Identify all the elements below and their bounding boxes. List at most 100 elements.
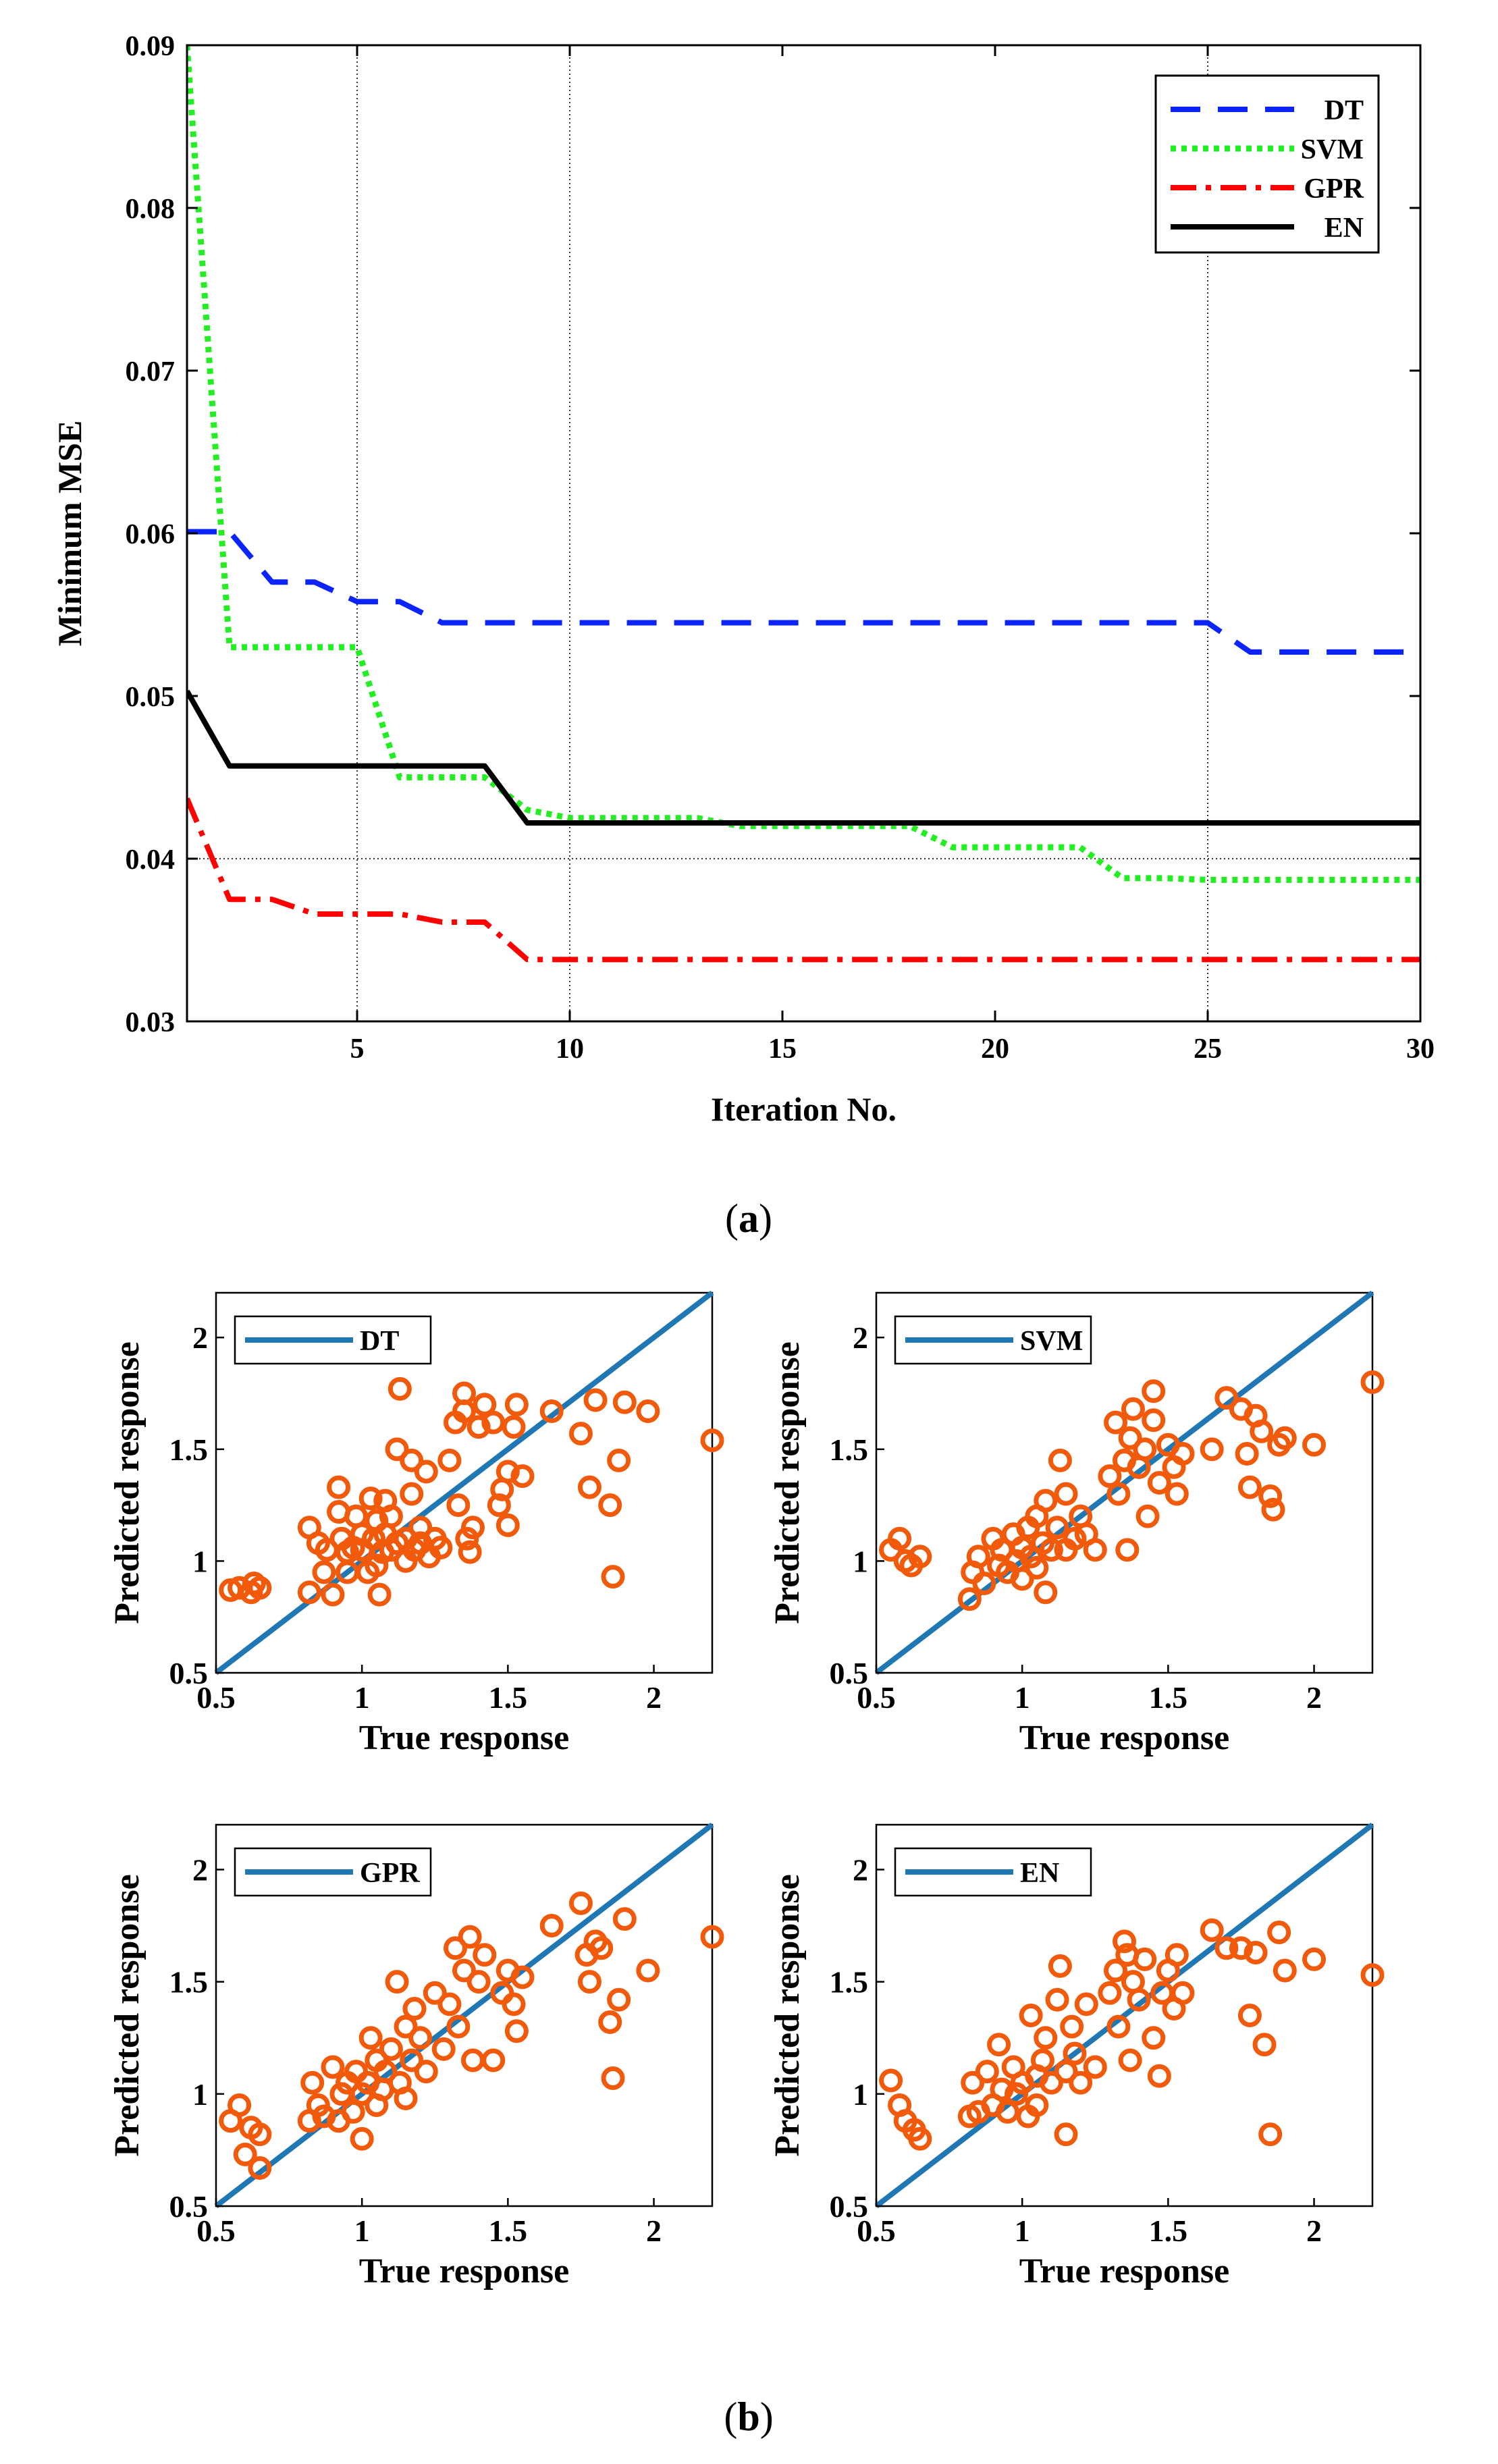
data-point (408, 1516, 433, 1540)
x-tick-label: 1 (1015, 2214, 1030, 2248)
data-point (1010, 1567, 1034, 1591)
y-tick-label: 1.5 (169, 1965, 209, 2000)
data-point (1034, 2026, 1058, 2050)
data-point (1237, 1475, 1262, 1499)
y-tick-label: 0.5 (169, 2189, 209, 2224)
x-tick-label: 2 (1306, 2214, 1322, 2248)
data-point (1069, 2070, 1093, 2095)
sublabel-b: (b) (724, 2394, 773, 2439)
data-point (365, 1553, 389, 1578)
data-point (1104, 1410, 1128, 1435)
data-point (539, 1914, 564, 1938)
x-tick-label: 1 (354, 2214, 370, 2248)
y-tick-label: 1 (853, 2077, 868, 2112)
scatter-panel-en: 0.5 1 1.5 2 0.5 1 1.5 2 True response Predicted r… (768, 1822, 1385, 2291)
data-point (1025, 2093, 1049, 2117)
y-tick-label: 1.5 (830, 1965, 869, 2000)
scatter-panel-dt: 0.5 1 1.5 2 0.5 1 1.5 2 True response Predicted r… (108, 1290, 724, 1757)
data-point (297, 1580, 321, 1605)
data-point (1034, 1580, 1058, 1605)
y-tick-label: 0.5 (169, 1656, 209, 1690)
plot-frame (875, 1823, 1374, 2207)
x-tick-label: 1.5 (1149, 2214, 1188, 2248)
data-point (1133, 1947, 1157, 1971)
sublabel-a: (a) (725, 1196, 772, 1241)
data-point (400, 1482, 424, 1506)
x-tick-label: 1 (354, 1680, 370, 1715)
data-point (1115, 1538, 1140, 1562)
data-point (423, 1981, 447, 2005)
scatter-panel-gpr: 0.5 1 1.5 2 0.5 1 1.5 2 True response Predicted r… (108, 1822, 724, 2291)
data-point (539, 1399, 564, 1424)
data-point (350, 2126, 374, 2151)
x-tick-label: 2 (646, 1680, 662, 1715)
reference-line (874, 1822, 1374, 2209)
data-point (888, 1526, 912, 1551)
data-point (583, 1388, 608, 1412)
data-point (972, 1572, 996, 1596)
data-point (1200, 1918, 1224, 1942)
data-point (1200, 1437, 1224, 1462)
data-point (1083, 2055, 1107, 2079)
reference-line (214, 1290, 714, 1676)
data-point (408, 2026, 433, 2050)
data-point (700, 1925, 724, 1949)
data-point (607, 1448, 631, 1472)
data-point (1258, 1484, 1283, 1508)
data-point (1098, 1981, 1122, 2005)
data-point (400, 2048, 424, 2072)
data-point (990, 2077, 1014, 2101)
data-point (458, 1925, 482, 1949)
data-point (1104, 1958, 1128, 1983)
x-tick-label: 5 (350, 1034, 365, 1065)
data-point (636, 1399, 660, 1424)
data-point (1235, 1441, 1259, 1466)
y-tick-label: 2 (853, 1320, 868, 1355)
x-axis-label: True response (359, 1719, 570, 1757)
data-point (1063, 2041, 1087, 2066)
data-point (394, 2014, 418, 2039)
data-point (1360, 1370, 1385, 1394)
data-point (879, 2068, 903, 2093)
data-point (312, 1560, 336, 1584)
data-point (452, 1958, 476, 1983)
x-tick-label: 30 (1406, 1034, 1435, 1065)
data-point (975, 2060, 999, 2084)
y-axis-label: Minimum MSE (51, 421, 88, 647)
data-point (400, 1448, 424, 1472)
x-tick-label: 2 (646, 2214, 662, 2248)
line-chart-panel-a: 5 10 15 20 25 30 0.03 0.04 0.05 0.06 0.07 0.08 0.09 I… (51, 31, 1435, 1128)
x-tick-label: 15 (768, 1034, 797, 1065)
data-point (321, 2055, 345, 2079)
data-point (431, 2037, 456, 2061)
data-point (385, 1970, 409, 1994)
data-point (577, 1475, 601, 1499)
y-tick-label: 2 (192, 1852, 208, 1887)
data-point (1250, 1419, 1274, 1443)
data-point (1142, 1408, 1166, 1432)
data-point (1171, 1981, 1195, 2005)
y-tick-label: 1 (192, 2077, 208, 2112)
x-tick-label: 1.5 (1149, 1680, 1188, 1715)
plot-frame (215, 1823, 714, 2207)
data-point (504, 2019, 529, 2043)
data-point (502, 1992, 526, 2016)
data-point (1121, 1397, 1145, 1421)
data-point (1214, 1936, 1239, 1960)
data-point (504, 1393, 529, 1417)
data-point (1074, 1992, 1098, 2016)
y-tick-label: 0.04 (126, 845, 176, 876)
data-point (1237, 2004, 1262, 2027)
data-point (248, 1576, 272, 1600)
x-tick-label: 0.5 (196, 2214, 236, 2248)
data-point (458, 1540, 482, 1564)
data-point (341, 2099, 365, 2124)
data-point (987, 2033, 1011, 2057)
data-point (607, 1987, 631, 2012)
y-axis-label: Predicted response (768, 1874, 807, 2156)
data-point (437, 1448, 462, 1472)
data-point (1034, 1489, 1058, 1513)
data-point (1165, 1482, 1189, 1506)
data-point (1273, 1426, 1297, 1450)
